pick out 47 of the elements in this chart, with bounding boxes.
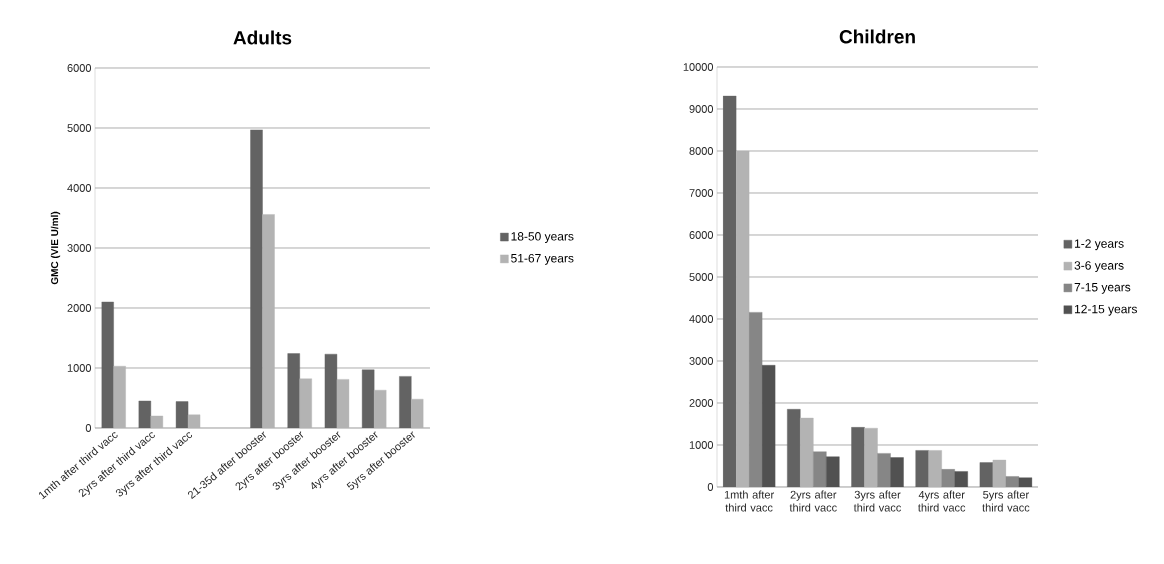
- legend-label: 51-67 years: [511, 254, 574, 265]
- bar: [761, 364, 776, 487]
- y-tick-label: 5000: [689, 273, 714, 281]
- y-tick-label: 3000: [689, 357, 714, 365]
- y-tick-label: 6000: [67, 64, 92, 72]
- bar: [928, 450, 942, 487]
- x-tick-label: 3yrs after third vacc: [853, 490, 902, 512]
- chart-title: Adults: [233, 30, 292, 45]
- y-tick-label: 6000: [689, 231, 714, 239]
- y-tick-label: 5000: [67, 124, 92, 132]
- bar: [826, 456, 840, 487]
- bar: [722, 95, 737, 487]
- y-tick-label: 0: [707, 483, 714, 491]
- bar: [915, 450, 929, 487]
- y-tick-label: 4000: [67, 184, 92, 192]
- x-tick-label: 2yrs after third vacc: [789, 490, 837, 512]
- legend-label: 18-50 years: [511, 232, 574, 243]
- y-tick-label: 2000: [67, 304, 92, 312]
- bar: [800, 417, 814, 487]
- bar: [787, 409, 801, 487]
- chart-title: Children: [839, 29, 915, 44]
- y-tick-label: 3000: [67, 244, 92, 252]
- y-tick-label: 8000: [689, 147, 714, 155]
- legend-label: 7-15 years: [1074, 283, 1131, 294]
- legend-label: 1-2 years: [1074, 239, 1124, 251]
- legend-label: 12-15 years: [1074, 304, 1137, 316]
- x-tick-label: 1mth after third vacc: [724, 490, 774, 512]
- bar: [890, 457, 904, 487]
- bar: [979, 462, 994, 487]
- y-tick-label: 9000: [689, 105, 714, 113]
- legend-label: 3-6 years: [1074, 261, 1124, 273]
- x-tick-label: 4yrs after third vacc: [918, 490, 966, 512]
- bar: [992, 459, 1007, 487]
- y-tick-label: 2000: [689, 399, 714, 407]
- y-tick-label: 10000: [683, 63, 714, 71]
- y-tick-label: 7000: [689, 189, 714, 197]
- y-tick-label: 0: [85, 424, 92, 432]
- bar: [1018, 477, 1033, 487]
- y-tick-label: 1000: [689, 441, 714, 449]
- bar: [954, 471, 968, 487]
- y-tick-label: 1000: [67, 364, 92, 372]
- bar: [735, 150, 750, 487]
- bar: [851, 427, 865, 487]
- x-tick-label: 5yrs after third vacc: [982, 490, 1030, 512]
- y-axis-title: GMC (VIE U/ml): [50, 211, 61, 285]
- y-tick-label: 4000: [689, 315, 714, 323]
- bar: [864, 427, 878, 487]
